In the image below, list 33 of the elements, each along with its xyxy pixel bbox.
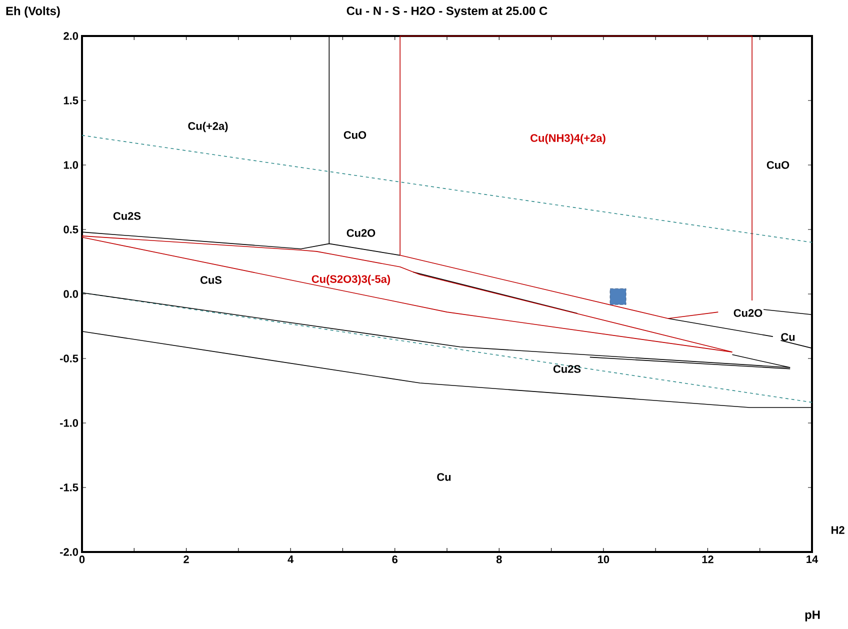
x-tick-label: 10	[598, 556, 610, 564]
x-tick-label: 6	[392, 556, 398, 564]
y-tick-label: 1.0	[64, 161, 78, 169]
annotation: Cu2O	[346, 229, 376, 237]
annotation: Cu(+2a)	[188, 122, 228, 132]
y-tick-label: 2.0	[64, 32, 78, 40]
y-tick-label: 0.5	[64, 226, 78, 234]
y-tick-label: 0.0	[64, 290, 78, 298]
x-tick-label: 8	[496, 556, 502, 564]
x-axis-title: pH	[805, 610, 820, 622]
annotation: CuO	[766, 161, 790, 169]
y-tick-label: -0.5	[60, 354, 78, 362]
y-axis-title: Eh (Volts)	[6, 6, 60, 18]
annotation: Cu(S2O3)3(-5a)	[312, 274, 390, 286]
annotation: Cu	[781, 333, 795, 341]
y-tick-label: -2.0	[60, 548, 78, 556]
annotation: Cu2S	[553, 365, 581, 373]
annotation: Cu2S	[113, 212, 141, 220]
text: H2	[832, 526, 844, 534]
x-tick-label: 0	[79, 556, 85, 564]
chart-title: Cu - N - S - H2O - System at 25.00 C	[346, 6, 548, 18]
x-tick-label: 4	[288, 556, 294, 564]
y-tick-label: -1.5	[60, 484, 78, 492]
x-tick-label: 12	[702, 556, 714, 564]
annotation: CuS	[200, 276, 222, 284]
x-tick-label: 14	[806, 556, 818, 564]
x-tick-label: 2	[184, 556, 189, 564]
annotation: Cu2O	[734, 309, 762, 317]
annotation: CuO	[344, 131, 366, 139]
annotation: Cu(NH3)4(+2a)	[530, 134, 606, 144]
y-tick-label: -1.0	[60, 419, 78, 427]
annotation: Cu	[437, 473, 451, 481]
y-tick-label: 1.5	[64, 96, 78, 104]
